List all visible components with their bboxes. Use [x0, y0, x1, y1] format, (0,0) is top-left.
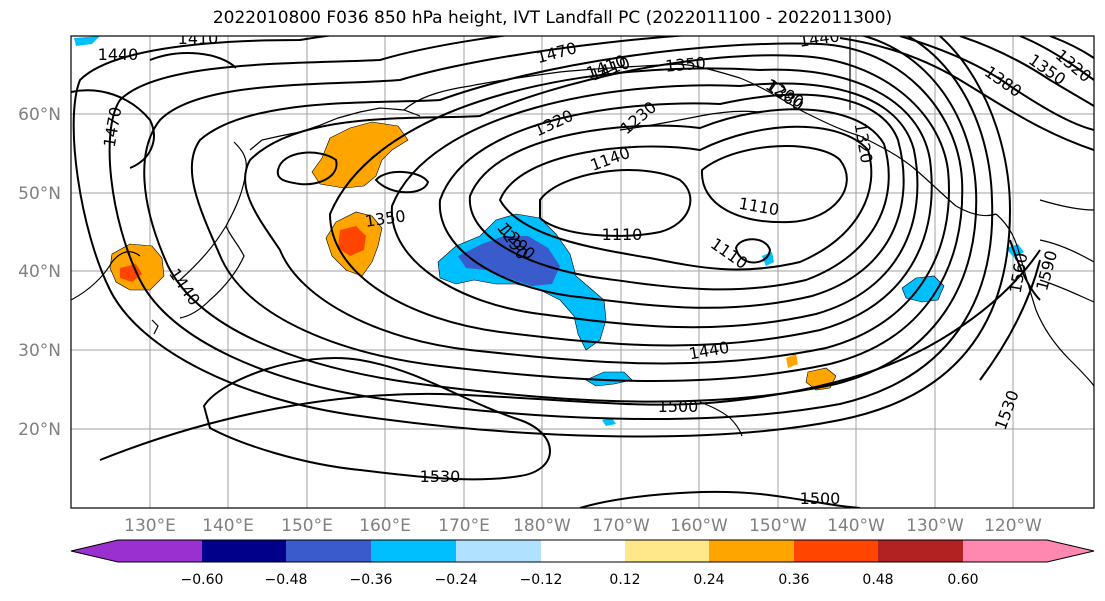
contour-label: 1410 [178, 29, 219, 48]
longitude-label: 180°W [513, 516, 571, 536]
colorbar-tick-label: −0.12 [520, 572, 563, 588]
colorbar-tick-label: −0.48 [265, 572, 308, 588]
contour-label: 1110 [602, 225, 643, 244]
colorbar-segment [794, 540, 878, 562]
latitude-labels: 60°N 50°N 40°N 30°N 20°N [18, 105, 61, 440]
contour-label: 1500 [658, 397, 699, 416]
colorbar-tick-label: 0.36 [778, 572, 809, 588]
colorbar-tick-label: −0.24 [435, 572, 478, 588]
longitude-label: 170°E [438, 516, 490, 536]
colorbar-tick-label: 0.12 [609, 572, 640, 588]
colorbar-tick-label: 0.48 [862, 572, 893, 588]
latitude-label: 20°N [18, 420, 61, 440]
colorbar-tick-labels: −0.60 −0.48 −0.36 −0.24 −0.12 0.12 0.24 0.36 0.4… [181, 572, 979, 588]
colorbar-segment [371, 540, 456, 562]
longitude-label: 130°W [906, 516, 964, 536]
colorbar-segment [963, 540, 1094, 562]
colorbar-tick-label: −0.60 [181, 572, 224, 588]
longitude-label: 170°W [592, 516, 650, 536]
colorbar-segment [625, 540, 709, 562]
colorbar-segment [286, 540, 371, 562]
longitude-label: 140°E [202, 516, 254, 536]
colorbar-tick-label: 0.24 [693, 572, 724, 588]
latitude-label: 60°N [18, 105, 61, 125]
longitude-label: 130°E [124, 516, 176, 536]
latitude-label: 30°N [18, 341, 61, 361]
latitude-label: 50°N [18, 184, 61, 204]
colorbar-outline [70, 539, 1095, 563]
colorbar-segment [541, 540, 625, 562]
longitude-label: 150°E [281, 516, 333, 536]
ivt-shading-orange [109, 121, 837, 391]
contour-label: 1350 [664, 53, 706, 75]
map-frame [70, 35, 1095, 509]
colorbar [70, 539, 1095, 563]
contour-label: 1530 [420, 467, 461, 486]
contour-label: 1500 [800, 489, 841, 508]
map-background [71, 36, 1094, 508]
colorbar-segment [878, 540, 963, 562]
colorbar-segment [456, 540, 541, 562]
longitude-label: 160°W [670, 516, 728, 536]
colorbar-tick-label: −0.36 [350, 572, 393, 588]
coastlines [71, 36, 1094, 437]
longitude-label: 140°W [827, 516, 885, 536]
colorbar-segment [202, 540, 286, 562]
longitude-label: 120°W [984, 516, 1042, 536]
longitude-label: 160°E [359, 516, 411, 536]
contour-label: 1440 [98, 45, 139, 64]
height-contours [71, 36, 1094, 508]
colorbar-segment [118, 540, 202, 562]
longitude-labels: 130°E 140°E 150°E 160°E 170°E 180°W 170°W 160°W… [124, 516, 1042, 536]
longitude-label: 150°W [749, 516, 807, 536]
colorbar-tick-label: 0.60 [947, 572, 978, 588]
latitude-label: 40°N [18, 262, 61, 282]
map-title: 2022010800 F036 850 hPa height, IVT Land… [212, 8, 893, 28]
colorbar-segment [709, 540, 794, 562]
